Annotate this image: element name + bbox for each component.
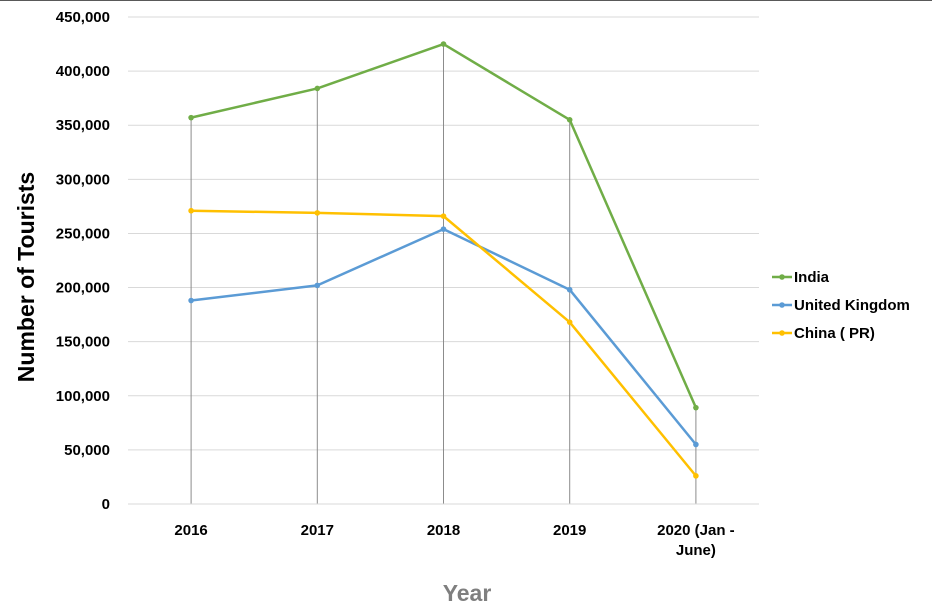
- x-tick-label-line: 2020 (Jan -: [657, 522, 735, 539]
- y-tick-label: 450,000: [56, 9, 110, 26]
- x-tick-label-line: 2019: [553, 522, 586, 539]
- y-tick-label: 150,000: [56, 334, 110, 351]
- y-axis-title: Number of Tourists: [13, 172, 39, 382]
- x-tick-label: 2017: [301, 522, 334, 539]
- data-point: [566, 286, 573, 293]
- legend-label: United Kingdom: [794, 297, 910, 314]
- data-point: [314, 210, 321, 216]
- data-point: [440, 41, 447, 47]
- x-axis-title: Year: [443, 580, 492, 606]
- x-tick-label-line: 2017: [301, 522, 334, 539]
- y-tick-label: 350,000: [56, 117, 110, 134]
- x-tick-label: 2018: [427, 522, 460, 539]
- legend-label: India: [794, 269, 830, 286]
- y-tick-label: 0: [102, 496, 110, 513]
- y-tick-label: 50,000: [64, 442, 110, 459]
- data-point: [188, 297, 194, 304]
- legend-label: China ( PR): [794, 325, 875, 342]
- x-tick-label-line: 2016: [174, 522, 207, 539]
- x-tick-label-line: June): [676, 542, 716, 559]
- x-tick-label: 2020 (Jan - June): [657, 522, 735, 559]
- data-point: [693, 441, 699, 448]
- legend: India United Kingdom China ( PR): [772, 269, 910, 342]
- data-point: [693, 473, 699, 479]
- y-tick-label: 100,000: [56, 388, 110, 405]
- data-point: [440, 213, 447, 219]
- data-point: [314, 282, 321, 289]
- data-point: [440, 226, 447, 232]
- y-tick-label: 400,000: [56, 63, 110, 80]
- legend-marker: [779, 274, 785, 280]
- series-lines: [188, 41, 699, 479]
- tick-labels: 0 50,000 100,000 150,000 200,000 250,000 300,0…: [56, 9, 735, 559]
- x-tick-label-line: 2018: [427, 522, 460, 539]
- drop-lines: [190, 44, 697, 504]
- legend-marker: [779, 302, 785, 308]
- y-tick-label: 200,000: [56, 280, 110, 297]
- data-point: [566, 319, 573, 325]
- y-tick-label: 300,000: [56, 171, 110, 188]
- data-point: [188, 114, 194, 121]
- top-border: [0, 0, 932, 1]
- data-point: [566, 117, 573, 123]
- legend-marker: [779, 330, 785, 336]
- x-tick-label: 2019: [553, 522, 586, 539]
- y-tick-label: 250,000: [56, 225, 110, 242]
- data-point: [188, 207, 194, 214]
- data-point: [314, 85, 321, 92]
- x-tick-label: 2016: [174, 522, 207, 539]
- data-point: [693, 404, 699, 411]
